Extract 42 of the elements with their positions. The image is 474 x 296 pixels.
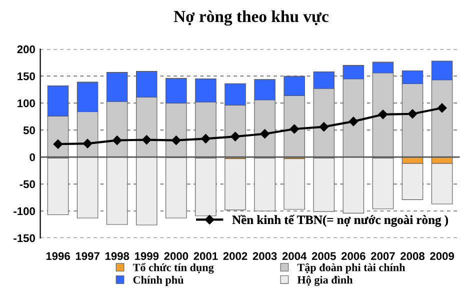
point: [290, 124, 299, 134]
x-tick-label: 2007: [371, 252, 395, 260]
y-tick-label: 50: [23, 126, 35, 134]
y-tick-label: 100: [18, 99, 35, 108]
legend-label: Tập đoàn phi tài chính: [297, 263, 406, 274]
chart-title: Nợ ròng theo khu vực: [174, 10, 328, 26]
legend-label: Nền kinh tế TBN(= nợ nước ngoài ròng ): [232, 214, 448, 227]
x-tick-label: 1999: [134, 252, 159, 260]
point: [142, 135, 152, 144]
x-tick-label: 2008: [400, 252, 425, 260]
y-tick-label: 200: [17, 45, 35, 54]
legend-label: Chính phủ: [133, 276, 184, 286]
point: [112, 136, 122, 145]
x-tick-label: 2004: [282, 252, 307, 260]
x-tick-label: 2001: [194, 252, 218, 260]
x-tick-label: 2000: [164, 252, 188, 260]
point: [348, 116, 358, 126]
point: [260, 129, 270, 138]
y-tick-label: -100: [14, 207, 35, 216]
legend-label: Hộ gia đình: [297, 276, 353, 286]
point: [172, 136, 181, 145]
x-tick-label: 1996: [46, 252, 70, 260]
x-tick-label: 2009: [430, 252, 454, 260]
point: [319, 122, 329, 132]
point: [408, 109, 418, 119]
legend-label: Tổ chức tín dụng: [132, 263, 214, 274]
point: [437, 103, 447, 113]
point: [230, 132, 240, 142]
x-tick-label: 2005: [312, 252, 336, 260]
x-tick-label: 2006: [341, 252, 366, 260]
point: [378, 110, 388, 120]
y-tick-label: -150: [14, 234, 35, 242]
x-tick-label: 2002: [223, 252, 248, 260]
x-tick-label: 2003: [252, 252, 277, 260]
y-tick-label: 150: [18, 72, 35, 80]
x-tick-label: 1997: [76, 252, 100, 260]
x-tick-label: 1998: [105, 252, 130, 260]
point: [201, 134, 210, 144]
point: [82, 138, 92, 148]
y-tick-label: 0: [30, 153, 35, 162]
point: [53, 139, 63, 149]
y-tick-label: -50: [20, 180, 35, 188]
